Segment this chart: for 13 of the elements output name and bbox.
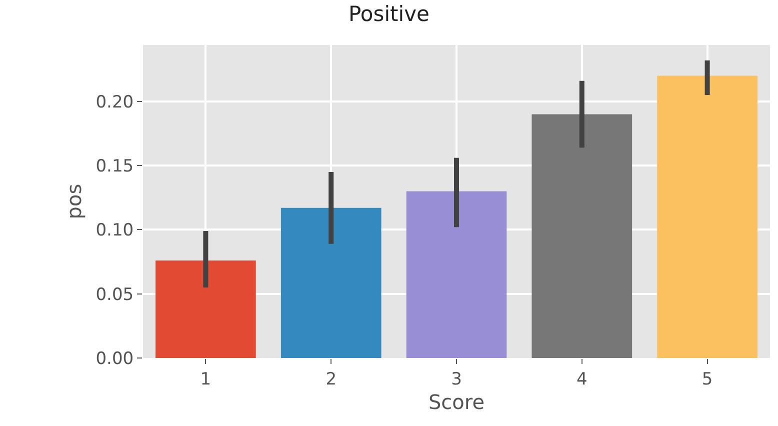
y-tick-label: 0.10 bbox=[96, 220, 134, 241]
x-tick-label: 3 bbox=[451, 369, 462, 390]
y-tick-label: 0.15 bbox=[96, 156, 134, 177]
x-tick-label: 2 bbox=[326, 369, 337, 390]
y-tick-label: 0.00 bbox=[96, 348, 134, 369]
x-tick-label: 1 bbox=[200, 369, 212, 390]
y-tick-label: 0.05 bbox=[96, 284, 134, 305]
y-axis-title: pos bbox=[62, 184, 86, 220]
x-tick-label: 5 bbox=[702, 369, 713, 390]
x-axis-title: Score bbox=[428, 390, 485, 414]
x-tick-label: 4 bbox=[576, 369, 588, 390]
chart-title: Positive bbox=[348, 2, 430, 26]
y-tick-label: 0.20 bbox=[96, 92, 134, 112]
